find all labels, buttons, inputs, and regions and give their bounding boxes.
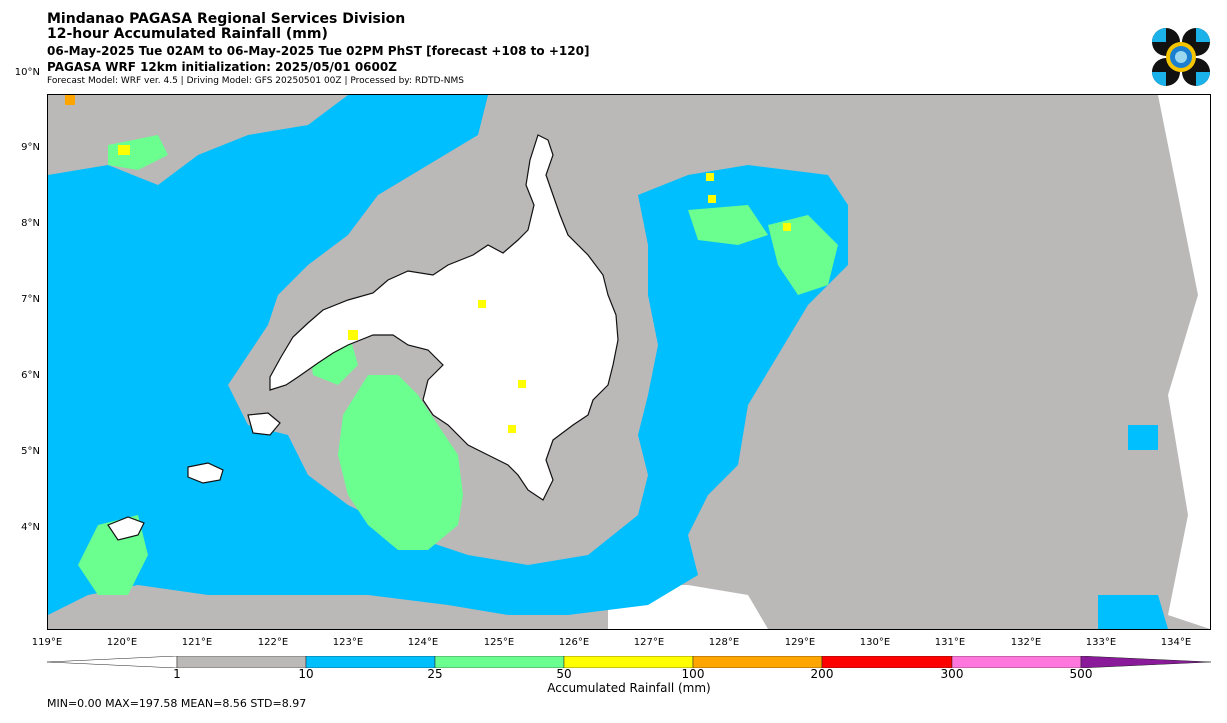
colorbar-tick-label: 50 [556,667,572,681]
colorbar-segment [1080,656,1211,668]
tawi-tawi-island [107,516,145,541]
lon-tick-label: 130°E [859,637,891,648]
lon-tick-label: 129°E [784,637,816,648]
lat-tick-label: 4°N [21,522,40,533]
colorbar-tick-label: 500 [1069,667,1093,681]
lat-tick-label: 5°N [21,446,40,457]
colorbar-tick-label: 25 [427,667,443,681]
rain-100-200mm-spot [65,95,75,105]
colorbar-segment [434,656,565,668]
lon-tick-label: 120°E [106,637,138,648]
forecast-period: 06-May-2025 Tue 02AM to 06-May-2025 Tue … [47,44,590,58]
lon-tick-label: 128°E [708,637,740,648]
rainfall-colorbar [47,656,1211,668]
sulu-island [187,462,224,484]
lon-tick-label: 122°E [257,637,289,648]
pagasa-logo [1152,28,1210,86]
lon-tick-label: 124°E [407,637,439,648]
model-info: Forecast Model: WRF ver. 4.5 | Driving M… [47,76,464,86]
rain-50-100mm-spot [118,145,130,155]
colorbar-tick-label: 200 [810,667,834,681]
rain-50-100mm-spot [348,330,358,340]
lat-tick-label: 9°N [21,142,40,153]
rainfall-map [47,94,1211,630]
lon-tick-label: 125°E [483,637,515,648]
mindanao-outline [269,134,619,501]
colorbar-label: Accumulated Rainfall (mm) [547,681,711,695]
rain-50-100mm-spot [478,300,486,308]
rain-50-100mm-spot [508,425,516,433]
rain-50-100mm-spot [706,173,714,181]
lon-tick-label: 126°E [558,637,590,648]
lat-tick-label: 8°N [21,218,40,229]
colorbar-segment [692,656,823,668]
colorbar-tick-label: 300 [940,667,964,681]
colorbar-tick-label: 10 [298,667,314,681]
colorbar-segment [951,656,1082,668]
dry-area [1158,95,1210,629]
rain-25-50mm-area [338,375,463,550]
lon-tick-label: 121°E [181,637,213,648]
rainfall-statistics: MIN=0.00 MAX=197.58 MEAN=8.56 STD=8.97 [47,697,307,710]
lon-tick-label: 133°E [1085,637,1117,648]
lon-tick-label: 131°E [934,637,966,648]
lon-tick-label: 123°E [332,637,364,648]
lon-tick-label: 132°E [1010,637,1042,648]
rain-25-50mm-area [108,135,168,170]
colorbar-segment [821,656,953,668]
basilan-island [247,412,281,436]
product-title: 12-hour Accumulated Rainfall (mm) [47,26,328,42]
rain-50-100mm-spot [518,380,526,388]
rain-25-50mm-area [688,205,768,245]
lon-tick-label: 119°E [31,637,63,648]
lat-tick-label: 10°N [14,67,40,78]
map-title: Mindanao PAGASA Regional Services Divisi… [47,11,406,27]
lat-tick-label: 7°N [21,294,40,305]
rain-25-50mm-area [768,215,838,295]
lon-tick-label: 127°E [633,637,665,648]
rain-50-100mm-spot [783,223,791,231]
rain-10-25mm-area [48,95,848,615]
rain-10-25mm-area [48,185,108,245]
rainfall-grid [48,95,1210,629]
colorbar-segment [305,656,436,668]
colorbar-tick-label: 1 [173,667,181,681]
lat-tick-label: 6°N [21,370,40,381]
rain-50-100mm-spot [708,195,716,203]
colorbar-tick-label: 100 [681,667,705,681]
colorbar-segment [176,656,307,668]
rain-10-25mm-area [1128,425,1158,450]
initialization-info: PAGASA WRF 12km initialization: 2025/05/… [47,60,397,74]
rain-10-25mm-area [1098,595,1168,629]
lon-tick-label: 134°E [1160,637,1192,648]
colorbar-segment [563,656,694,668]
